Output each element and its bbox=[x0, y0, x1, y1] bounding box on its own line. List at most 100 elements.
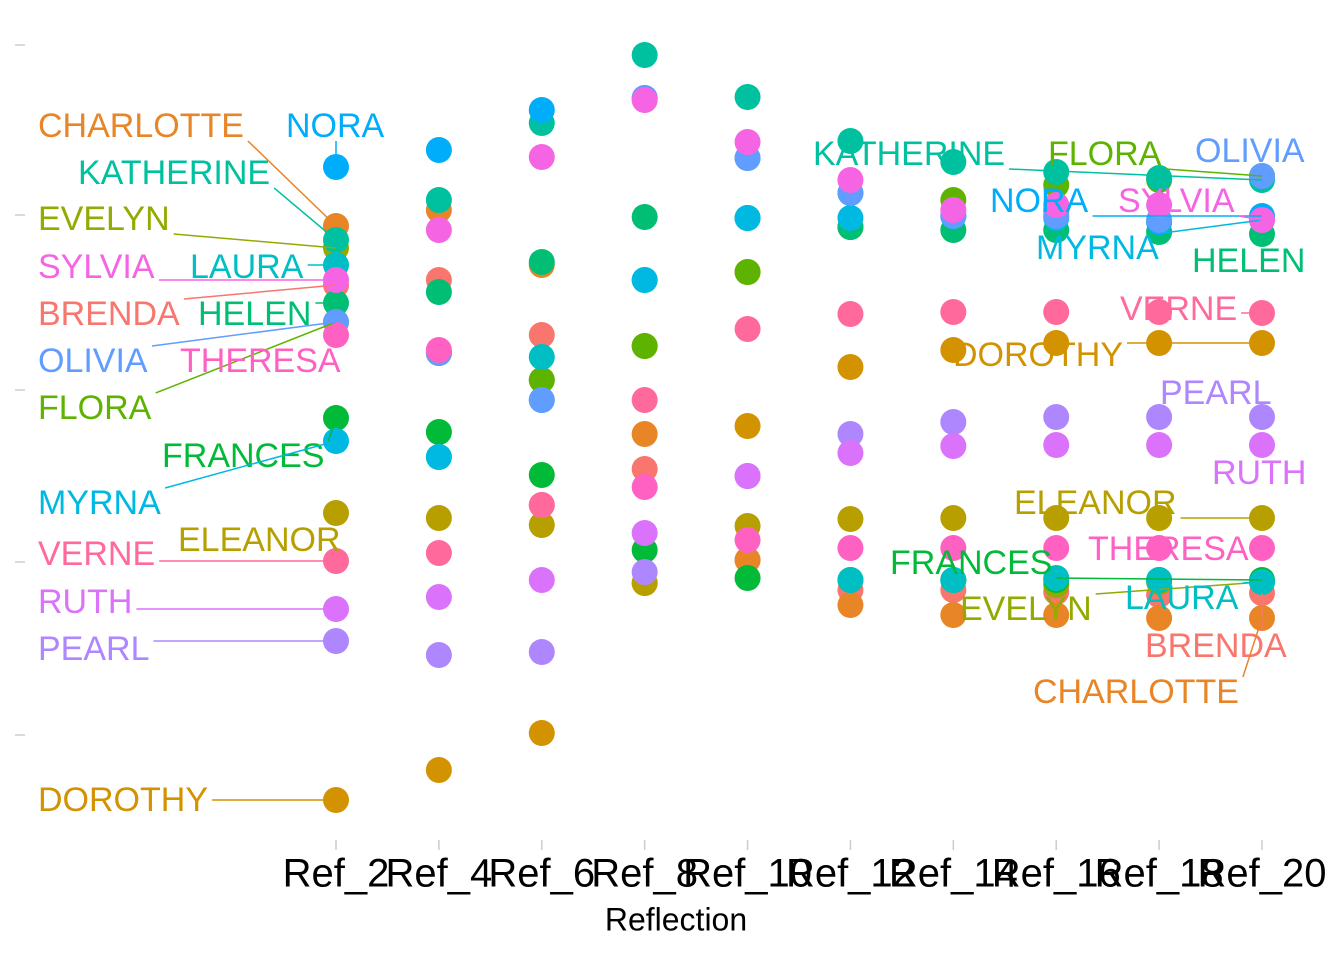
dot bbox=[425, 337, 452, 363]
dot bbox=[425, 279, 452, 305]
leader-line bbox=[1009, 168, 1263, 181]
dot bbox=[734, 84, 761, 110]
dot bbox=[940, 567, 967, 593]
series-label: KATHERINE bbox=[78, 154, 270, 192]
dot bbox=[425, 217, 452, 243]
dot bbox=[734, 205, 761, 231]
dot bbox=[1146, 192, 1173, 218]
dot bbox=[1249, 404, 1275, 430]
series-label: SYLVIA bbox=[1118, 182, 1235, 220]
series-label: VERNE bbox=[1120, 290, 1237, 328]
series-label: FLORA bbox=[1048, 135, 1162, 173]
dot bbox=[425, 444, 452, 470]
dot bbox=[734, 413, 761, 439]
dot bbox=[940, 197, 967, 223]
dot bbox=[837, 506, 864, 532]
leader-line bbox=[1163, 219, 1263, 234]
leader-line bbox=[1095, 581, 1263, 595]
x-tick-label: Ref_8 bbox=[591, 852, 698, 896]
leader-line bbox=[247, 140, 337, 227]
series-label: THERESA bbox=[180, 342, 341, 380]
leader-line bbox=[173, 233, 337, 249]
dot bbox=[1146, 505, 1173, 531]
dot bbox=[1043, 505, 1070, 531]
x-tick-label: Ref_2 bbox=[283, 852, 390, 896]
series-label: ELEANOR bbox=[178, 521, 341, 559]
dot bbox=[631, 387, 658, 413]
dot bbox=[528, 322, 555, 348]
dot bbox=[940, 505, 967, 531]
dot bbox=[1249, 535, 1275, 561]
dot bbox=[528, 639, 555, 665]
leader-line bbox=[1238, 215, 1263, 221]
series-label: CHARLOTTE bbox=[38, 107, 244, 145]
dot bbox=[631, 333, 658, 359]
dot bbox=[1146, 404, 1173, 430]
dot bbox=[528, 344, 555, 370]
dot bbox=[631, 421, 658, 447]
dot bbox=[940, 602, 967, 628]
series-label: THERESA bbox=[1088, 530, 1249, 568]
dot bbox=[734, 316, 761, 342]
dot bbox=[1249, 432, 1275, 458]
leader-line bbox=[327, 417, 337, 442]
dot bbox=[631, 559, 658, 585]
dot bbox=[631, 87, 658, 113]
series-label: NORA bbox=[286, 107, 385, 145]
dot bbox=[425, 757, 452, 783]
series-label: MYRNA bbox=[38, 484, 161, 522]
dot bbox=[323, 322, 349, 348]
leader-line bbox=[155, 321, 337, 394]
dot bbox=[940, 535, 967, 561]
dot bbox=[425, 642, 452, 668]
dot bbox=[1146, 165, 1173, 191]
series-label: RUTH bbox=[38, 583, 132, 621]
dot bbox=[734, 129, 761, 155]
dot bbox=[1146, 605, 1173, 631]
dot bbox=[528, 387, 555, 413]
leader-line bbox=[273, 187, 337, 241]
series-label: ELEANOR bbox=[1014, 484, 1177, 522]
dot bbox=[425, 540, 452, 566]
dot bbox=[837, 421, 864, 447]
dot bbox=[631, 267, 658, 293]
dot bbox=[631, 204, 658, 230]
dot bbox=[1043, 565, 1070, 591]
dot bbox=[528, 367, 555, 393]
dot bbox=[425, 187, 452, 213]
x-tick-label: Ref_18 bbox=[1095, 852, 1224, 896]
dot bbox=[1043, 535, 1070, 561]
dot bbox=[837, 167, 864, 193]
series-label: FRANCES bbox=[890, 544, 1052, 582]
series-label: DOROTHY bbox=[953, 336, 1123, 374]
dot bbox=[1043, 299, 1070, 325]
x-tick-label: Ref_12 bbox=[786, 852, 915, 896]
dot bbox=[425, 419, 452, 445]
x-tick-label: Ref_6 bbox=[488, 852, 595, 896]
x-tick-label: Ref_20 bbox=[1198, 852, 1327, 896]
dot bbox=[1146, 432, 1173, 458]
series-label: OLIVIA bbox=[38, 342, 148, 380]
series-label: FRANCES bbox=[162, 437, 324, 475]
dot bbox=[425, 505, 452, 531]
dot bbox=[1043, 192, 1070, 218]
dot bbox=[528, 144, 555, 170]
dot bbox=[734, 527, 761, 553]
dot bbox=[631, 474, 658, 500]
dot bbox=[734, 547, 761, 573]
series-label: HELEN bbox=[198, 295, 311, 333]
series-label: SYLVIA bbox=[38, 248, 155, 286]
dot bbox=[837, 301, 864, 327]
leader-line bbox=[164, 440, 337, 489]
dot bbox=[940, 337, 967, 363]
leader-line bbox=[1242, 581, 1263, 584]
leader-line bbox=[1242, 617, 1263, 678]
x-tick-label: Ref_4 bbox=[386, 852, 493, 896]
dot bbox=[734, 463, 761, 489]
series-label: HELEN bbox=[1192, 242, 1305, 280]
series-label: LAURA bbox=[1125, 579, 1239, 617]
leader-line bbox=[1165, 168, 1263, 177]
dot bbox=[940, 299, 967, 325]
dot bbox=[940, 433, 967, 459]
